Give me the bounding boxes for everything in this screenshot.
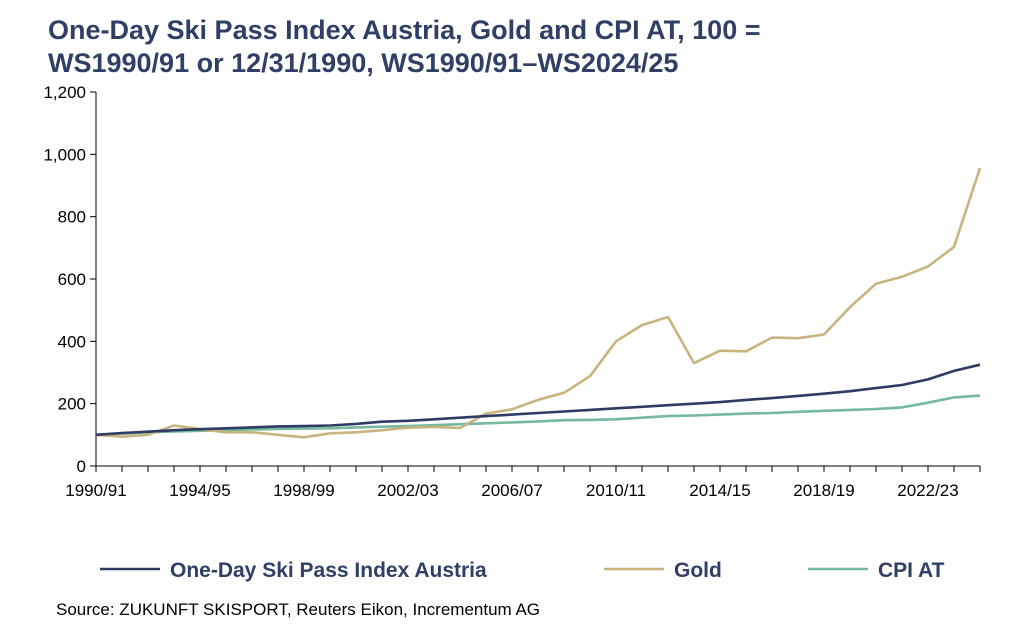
x-tick-label: 1994/95 bbox=[169, 481, 230, 500]
y-tick-label: 600 bbox=[58, 270, 86, 289]
x-tick-label: 2018/19 bbox=[793, 481, 854, 500]
chart-title: One-Day Ski Pass Index Austria, Gold and… bbox=[48, 14, 988, 80]
y-tick-label: 1,200 bbox=[43, 83, 86, 102]
x-tick-label: 2002/03 bbox=[377, 481, 438, 500]
x-tick-label: 2010/11 bbox=[586, 481, 646, 500]
x-tick-label: 2014/15 bbox=[689, 481, 750, 500]
chart-title-line-1: One-Day Ski Pass Index Austria, Gold and… bbox=[48, 15, 761, 45]
y-tick-label: 0 bbox=[77, 457, 86, 476]
source-note: Source: ZUKUNFT SKISPORT, Reuters Eikon,… bbox=[56, 600, 541, 619]
series-line-one-day-ski-pass-index-austria bbox=[95, 363, 981, 437]
x-tick-label: 1990/91 bbox=[65, 481, 126, 500]
x-tick-label: 2006/07 bbox=[481, 481, 542, 500]
series-line-cpi-at bbox=[95, 394, 981, 437]
legend-label-one-day-ski-pass-index-austria: One-Day Ski Pass Index Austria bbox=[170, 559, 487, 582]
y-tick-label: 400 bbox=[58, 332, 86, 351]
y-tick-label: 200 bbox=[58, 395, 86, 414]
series-line-gold bbox=[95, 167, 982, 439]
legend-label-cpi-at: CPI AT bbox=[878, 559, 945, 582]
y-tick-label: 800 bbox=[58, 208, 86, 227]
legend-label-gold: Gold bbox=[674, 559, 722, 582]
x-tick-label: 1998/99 bbox=[273, 481, 334, 500]
x-tick-label: 2022/23 bbox=[897, 481, 958, 500]
chart-title-line-2: WS1990/91 or 12/31/1990, WS1990/91–WS202… bbox=[48, 48, 679, 78]
y-tick-label: 1,000 bbox=[43, 145, 86, 164]
